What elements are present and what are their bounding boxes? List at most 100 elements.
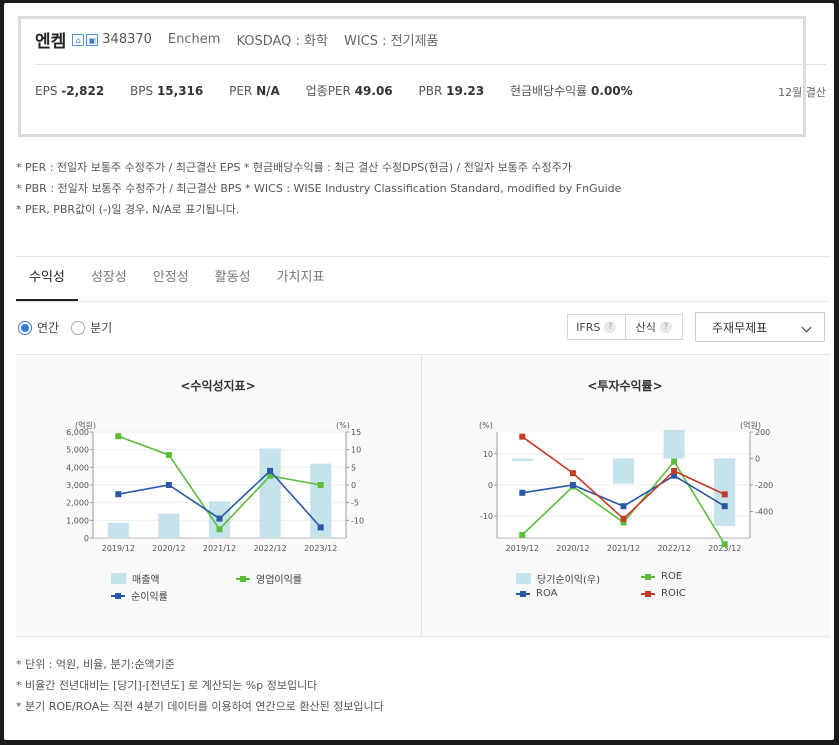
data-point: [317, 524, 324, 531]
data-point: [115, 433, 122, 440]
right-tick-label: 5: [351, 463, 356, 472]
market-sector: KOSDAQ : 화학: [236, 34, 328, 49]
left-tick-label: 0: [84, 534, 89, 543]
data-point: [620, 515, 627, 522]
bar: [259, 448, 281, 538]
legend-swatch: [641, 573, 655, 580]
data-point: [317, 482, 324, 488]
statement-select-value: 주재무제표: [712, 320, 768, 335]
right-tick-label: -200: [755, 481, 773, 490]
data-point: [671, 467, 678, 474]
tab-profitability[interactable]: 수익성: [16, 257, 78, 301]
bar: [612, 458, 635, 484]
stat-pbr: PBR 19.23: [418, 84, 485, 98]
right-tick-label: 0: [755, 455, 760, 464]
settlement-month: 12월 결산: [778, 86, 826, 99]
legend-swatch: [516, 573, 531, 584]
standard-controls: IFRS? 산식?: [567, 314, 683, 340]
tab-activity[interactable]: 활동성: [214, 270, 251, 285]
formula-label: 산식: [635, 321, 656, 334]
statement-select[interactable]: 주재무제표: [695, 312, 825, 342]
left-tick-label: 6,000: [66, 428, 89, 437]
stat-bps: BPS 15,316: [130, 84, 204, 98]
company-info-box: [18, 16, 806, 137]
page-frame: 엔켐 ⌂ ▣ 348370 Enchem KOSDAQ : 화학 WICS : …: [4, 3, 834, 740]
data-point: [721, 503, 728, 510]
bar: [310, 463, 332, 538]
data-point: [519, 489, 526, 496]
note-line: * PER, PBR값이 (-)일 경우, N/A로 표기됩니다.: [16, 203, 240, 216]
right-tick-label: -5: [351, 499, 359, 508]
bar: [562, 458, 584, 460]
tab-stability[interactable]: 안정성: [152, 270, 189, 285]
data-point: [267, 472, 274, 479]
x-tick-label: 2020/12: [152, 544, 185, 553]
legend-item: 매출액: [111, 571, 160, 586]
legend-item: ROIC: [641, 588, 686, 599]
stat-dividend-yield: 현금배당수익률 0.00%: [509, 84, 633, 98]
bar: [663, 430, 685, 459]
legend-item: 순이익률: [111, 588, 168, 603]
left-axis-unit: (억원): [75, 420, 96, 430]
note-line: * 비율간 전년대비는 [당기]-[전년도] 로 계산되는 %p 정보입니다: [16, 679, 318, 692]
left-tick-label: 1,000: [66, 516, 89, 525]
tab-value[interactable]: 가치지표: [276, 270, 325, 285]
data-point: [216, 515, 223, 522]
note-line: * 분기 ROE/ROA는 직전 4분기 데이터를 이용하여 연간으로 환산된 …: [16, 700, 384, 713]
help-icon[interactable]: ?: [659, 321, 672, 333]
note-line: * 단위 : 억원, 비율, 분기:순액기준: [16, 658, 175, 671]
left-tick-label: 0: [488, 481, 493, 490]
data-point: [620, 519, 627, 526]
x-tick-label: 2021/12: [607, 544, 640, 553]
right-axis-unit: (%): [336, 421, 350, 430]
bar: [511, 458, 533, 462]
legend-swatch: [236, 575, 250, 582]
ifrs-label: IFRS: [576, 320, 601, 334]
data-point: [519, 531, 526, 538]
bar: [107, 522, 129, 538]
chart-title-investment: <투자수익률>: [587, 379, 663, 393]
legend-item: ROE: [641, 571, 682, 582]
legend-swatch: [641, 590, 655, 597]
legend-item: 당기순이익(우): [516, 571, 600, 586]
right-tick-label: 10: [351, 446, 361, 455]
notes-top: * PER : 전일자 보통주 수정주가 / 최근결산 EPS * 현금배당수익…: [16, 157, 621, 220]
note-line: * PBR : 전일자 보통주 수정주가 / 최근결산 BPS * WICS :…: [16, 182, 622, 195]
home-icon[interactable]: ⌂: [72, 33, 85, 46]
legend-swatch: [111, 592, 125, 599]
tab-growth[interactable]: 성장성: [90, 270, 127, 285]
right-tick-label: -10: [351, 516, 364, 525]
right-axis-unit: (억원): [740, 420, 761, 430]
wics-sector: WICS : 전기제품: [343, 34, 439, 49]
right-tick-label: 200: [755, 428, 770, 437]
company-name: 엔켐: [35, 32, 67, 52]
stat-sector-per: 업종PER 49.06: [305, 84, 393, 98]
data-point: [721, 541, 728, 548]
charts-area: <수익성지표> 6,000 5,000 4,000 3,000 2,000 1,000 0 1…: [16, 354, 830, 637]
left-tick-label: 4,000: [66, 463, 89, 472]
data-point: [165, 451, 172, 458]
ifrs-button[interactable]: IFRS?: [568, 315, 625, 339]
building-icon[interactable]: ▣: [86, 33, 99, 46]
data-point: [569, 470, 576, 477]
formula-button[interactable]: 산식?: [624, 315, 683, 339]
x-tick-label: 2022/12: [657, 544, 690, 553]
info-divider: [35, 64, 826, 65]
data-point: [165, 482, 172, 488]
legend-item: 영업이익률: [236, 571, 302, 586]
data-point: [671, 472, 678, 479]
x-tick-label: 2021/12: [203, 544, 236, 553]
note-line: * PER : 전일자 보통주 수정주가 / 최근결산 EPS * 현금배당수익…: [16, 161, 572, 174]
help-icon[interactable]: ?: [604, 321, 617, 333]
radio-quarter-label[interactable]: 분기: [90, 321, 113, 335]
period-selector: 연간 분기: [18, 319, 124, 336]
radio-quarter[interactable]: [71, 320, 86, 335]
chart-title-profitability: <수익성지표>: [180, 379, 256, 393]
radio-annual-label[interactable]: 연간: [37, 321, 60, 335]
legend-item: ROA: [516, 588, 557, 599]
radio-annual[interactable]: [18, 320, 32, 335]
x-tick-label: 2022/12: [253, 544, 286, 553]
left-tick-label: 2,000: [66, 499, 89, 508]
left-tick-label: 5,000: [66, 446, 89, 455]
notes-bottom: * 단위 : 억원, 비율, 분기:순액기준 * 비율간 전년대비는 [당기]-…: [16, 654, 384, 717]
